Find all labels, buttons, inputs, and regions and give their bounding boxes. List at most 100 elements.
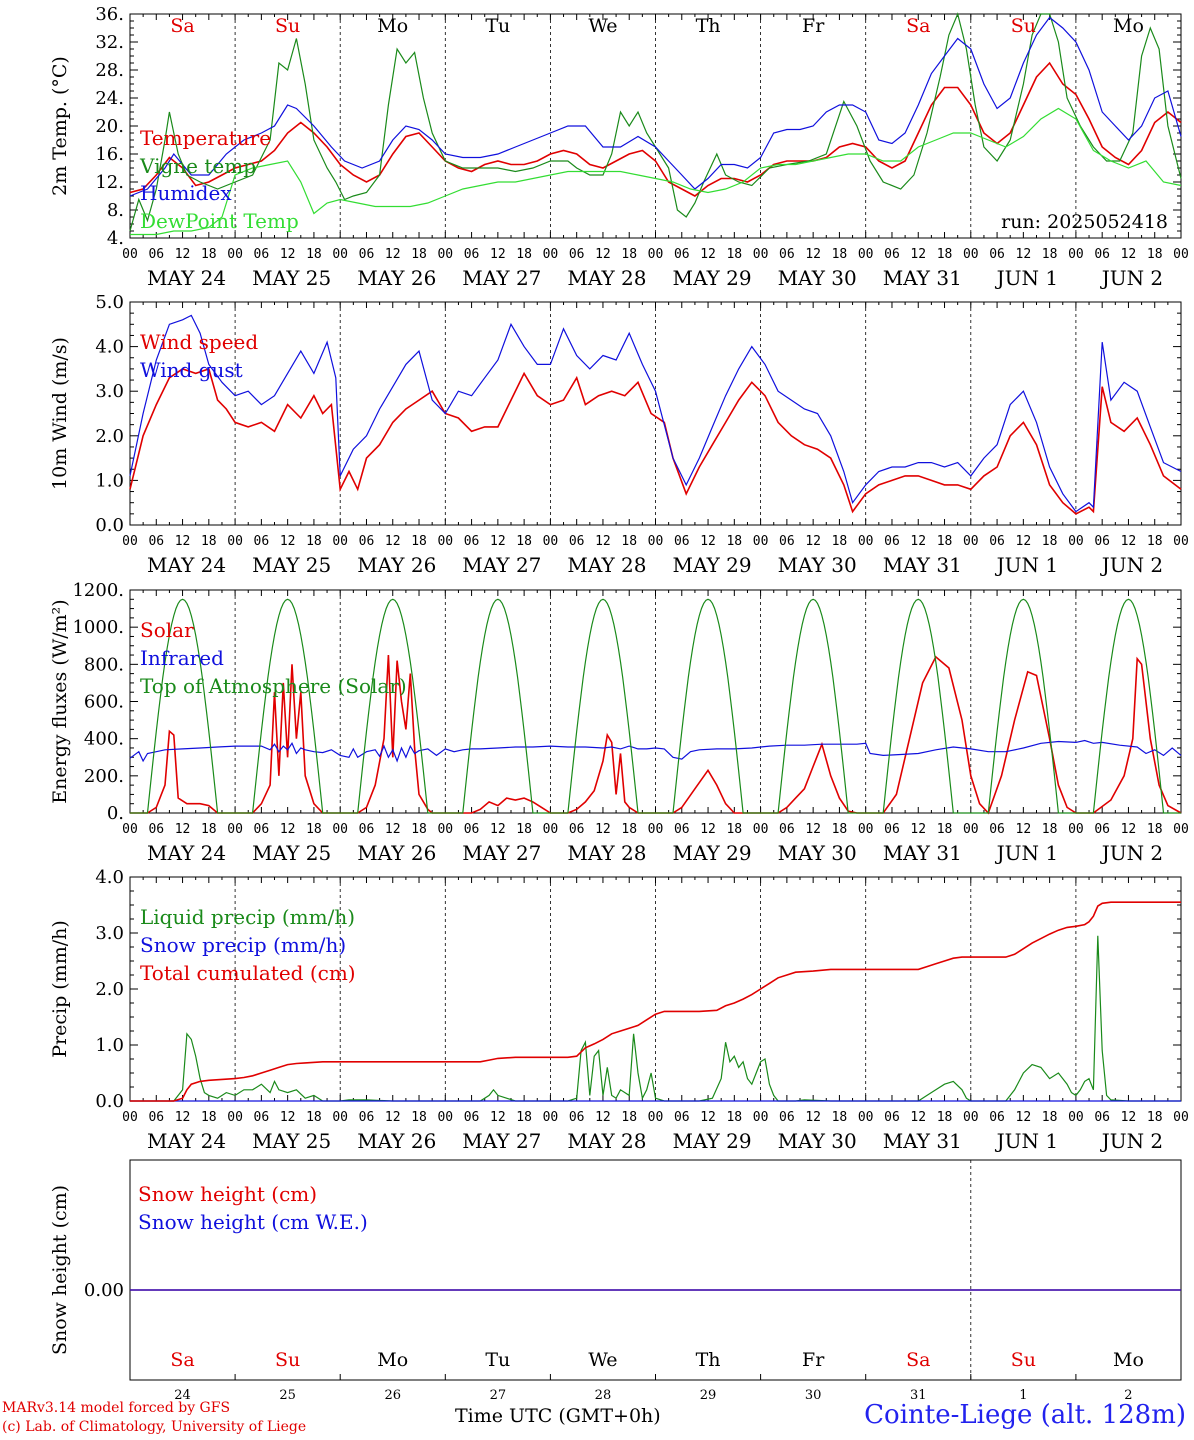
hour-label: 12 [910,247,926,262]
legend-entry: Solar [140,618,194,642]
date-number-label: 24 [174,1388,191,1403]
hour-label: 00 [648,1110,664,1125]
hour-label: 18 [411,247,427,262]
y-tick-label: 24. [95,88,124,109]
hour-label: 18 [306,822,322,837]
hour-label: 06 [569,822,585,837]
hour-label: 18 [832,247,848,262]
day-of-week-label: Sa [906,15,930,37]
date-label: MAY 29 [672,841,751,865]
hour-label: 12 [700,1110,716,1125]
day-of-week-label: Mo [1113,1349,1144,1371]
date-label: MAY 31 [883,841,962,865]
hour-label: 12 [805,822,821,837]
date-label: JUN 2 [1100,266,1163,290]
hour-label: 00 [1068,822,1084,837]
hour-label: 12 [280,534,296,549]
series-line-4 [130,107,1182,236]
y-tick-label: 8. [107,200,124,221]
hour-label: 12 [175,822,191,837]
hour-label: 18 [726,1110,742,1125]
hour-label: 18 [201,1110,217,1125]
date-label: JUN 1 [995,841,1058,865]
hour-label: 12 [490,822,506,837]
y-axis-label: Energy fluxes (W/m²) [49,599,71,803]
date-label: MAY 30 [778,1129,857,1153]
y-tick-label: 600. [84,692,124,713]
run-label: run: 2025052418 [1001,211,1168,233]
hour-label: 18 [621,247,637,262]
hour-label: 00 [1173,534,1189,549]
hour-label: 00 [122,247,138,262]
hour-label: 18 [1147,534,1163,549]
date-label: MAY 29 [672,553,751,577]
date-number-label: 28 [595,1388,612,1403]
date-label: JUN 1 [995,553,1058,577]
hour-label: 18 [726,822,742,837]
hour-label: 18 [1147,1110,1163,1125]
hour-label: 00 [122,822,138,837]
series-line-3 [130,901,1181,1102]
hour-label: 06 [254,822,270,837]
date-label: JUN 2 [1100,1129,1163,1153]
hour-label: 00 [858,1110,874,1125]
series-line-2 [129,739,1182,763]
date-label: MAY 25 [252,266,331,290]
hour-label: 18 [411,534,427,549]
hour-label: 18 [937,247,953,262]
date-label: MAY 27 [462,553,541,577]
date-label: JUN 1 [995,1129,1058,1153]
hour-label: 06 [779,247,795,262]
hour-label: 00 [1068,247,1084,262]
hour-label: 06 [148,1110,164,1125]
legend-entry: Wind speed [140,330,258,354]
panel-3 [129,589,1182,815]
date-label: MAY 26 [357,553,436,577]
panel-4 [129,876,1182,1102]
hour-label: 12 [490,534,506,549]
credit-line-2: (c) Lab. of Climatology, University of L… [2,1419,307,1435]
hour-label: 00 [543,534,559,549]
day-of-week-label: Fr [802,1349,825,1371]
y-tick-label: 1200. [72,580,124,601]
day-of-week-label: Mo [1113,15,1144,37]
series-line-1 [129,61,1182,197]
hour-label: 00 [963,822,979,837]
hour-label: 18 [516,247,532,262]
hour-label: 00 [437,822,453,837]
hour-label: 12 [385,822,401,837]
hour-label: 12 [1016,534,1032,549]
date-label: MAY 28 [567,553,646,577]
date-label: MAY 28 [567,841,646,865]
y-tick-label: 800. [84,654,124,675]
date-label: MAY 28 [567,1129,646,1153]
hour-label: 06 [464,534,480,549]
legend-entry: Vigne temp [139,154,256,178]
plot-frame [129,301,1182,526]
hour-label: 06 [674,534,690,549]
hour-label: 00 [227,822,243,837]
plot-frame [129,13,1182,239]
hour-label: 18 [621,1110,637,1125]
series-line-toa [130,598,1181,814]
legend-entry: Snow precip (mm/h) [140,933,346,957]
hour-label: 18 [937,1110,953,1125]
hour-label: 00 [963,247,979,262]
date-number-label: 26 [384,1388,401,1403]
hour-label: 12 [595,822,611,837]
hour-label: 18 [726,247,742,262]
hour-label: 06 [779,534,795,549]
date-label: MAY 31 [883,553,962,577]
date-number-label: 2 [1124,1388,1132,1403]
legend-entry: Infrared [140,646,224,670]
hour-label: 06 [359,247,375,262]
legend-entry: Snow height (cm W.E.) [138,1210,368,1234]
hour-label: 12 [595,534,611,549]
y-tick-label: 400. [84,729,124,750]
day-of-week-label: Fr [802,15,825,37]
day-of-week-label: Mo [377,1349,408,1371]
date-label: MAY 24 [147,1129,226,1153]
date-label: MAY 26 [357,841,436,865]
y-tick-label: 5.0 [95,292,124,313]
